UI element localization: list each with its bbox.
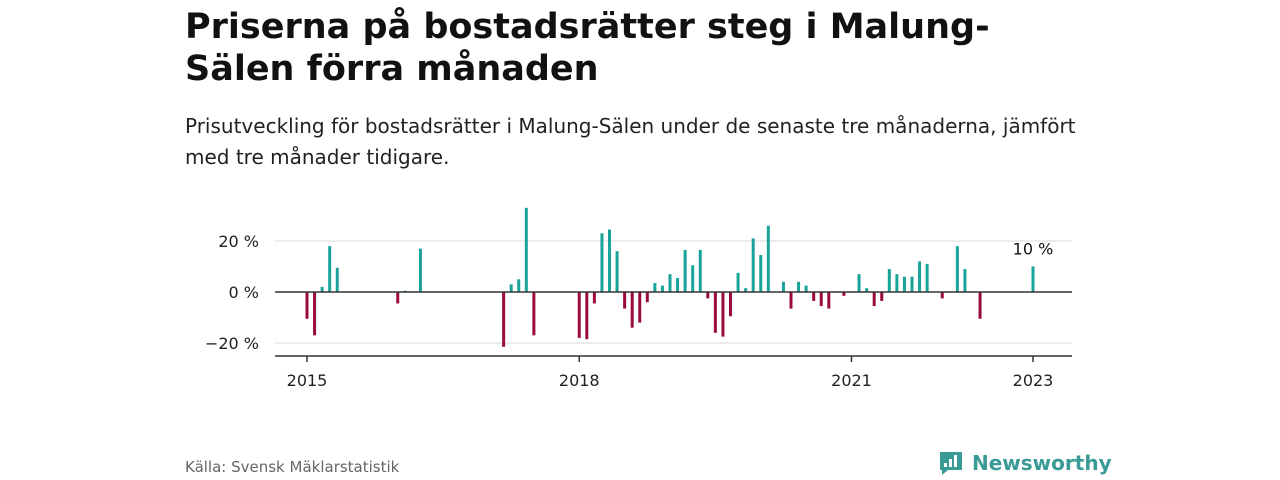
bar [592, 292, 596, 304]
x-tick-label: 2021 [831, 371, 872, 390]
bar [887, 269, 891, 292]
bar [1031, 266, 1035, 292]
bar [532, 292, 536, 336]
bar [759, 255, 763, 292]
y-axis-ticks: 20 % 0 % −20 % [205, 232, 259, 353]
bar [509, 284, 513, 292]
bar [842, 292, 846, 296]
last-value-label: 10 % [1013, 240, 1054, 259]
bar [721, 292, 725, 337]
bar [517, 279, 521, 292]
bar [706, 292, 710, 299]
bar [880, 292, 884, 301]
bar [902, 276, 906, 292]
brand-name: Newsworthy [972, 451, 1112, 475]
axes [275, 291, 1072, 357]
chart-title: Priserna på bostadsrätter steg i Malung-… [185, 7, 990, 89]
bar [918, 261, 922, 292]
bar [313, 292, 317, 336]
bar [766, 225, 770, 292]
y-tick-label: −20 % [205, 334, 259, 353]
bar [940, 292, 944, 299]
bar [978, 292, 982, 319]
x-axis-ticks: 2015 2018 2021 2023 [287, 356, 1054, 390]
bar [963, 269, 967, 292]
bar [335, 267, 339, 292]
bar [676, 277, 680, 292]
bar [623, 292, 627, 309]
bar [729, 292, 732, 317]
bar [865, 288, 869, 292]
brand-logo: Newsworthy [937, 449, 1112, 477]
bar [683, 249, 687, 292]
bar [630, 292, 634, 328]
bar [804, 285, 808, 293]
bar [736, 272, 740, 293]
bar [789, 292, 793, 309]
annotations: 10 % [1013, 240, 1054, 259]
newsworthy-logo-icon [940, 452, 962, 475]
bar [713, 292, 717, 333]
y-tick-label: 0 % [229, 283, 259, 302]
bar [691, 265, 695, 292]
bar [751, 238, 755, 292]
bar [698, 249, 702, 292]
bar [668, 274, 672, 292]
bar [524, 207, 528, 292]
bar [925, 263, 929, 292]
bar [797, 281, 801, 292]
bar [608, 229, 611, 292]
bar [577, 292, 581, 338]
bar [328, 246, 332, 292]
bars [305, 207, 1035, 347]
source-note: Källa: Svensk Mäklarstatistik [185, 458, 400, 476]
bar-chart: 20 % 0 % −20 % 2015 2018 2021 2023 10 % [205, 207, 1072, 390]
bar [502, 292, 506, 347]
bar [827, 292, 831, 309]
x-tick-label: 2015 [287, 371, 328, 390]
bar [781, 281, 785, 292]
bar [418, 248, 422, 292]
bar [955, 246, 959, 292]
bar [585, 292, 589, 340]
y-tick-label: 20 % [218, 232, 259, 251]
bar [305, 292, 309, 319]
x-tick-label: 2023 [1013, 371, 1054, 390]
x-tick-label: 2018 [559, 371, 600, 390]
bar [857, 274, 861, 292]
grid-lines [275, 240, 1072, 344]
bar [910, 276, 914, 292]
bar [615, 251, 619, 292]
bar [396, 292, 400, 304]
bar [812, 292, 816, 301]
bar [744, 288, 748, 292]
bar [872, 292, 876, 307]
bar [819, 292, 823, 307]
bar [653, 283, 657, 292]
bar [320, 286, 324, 292]
bar [600, 233, 604, 292]
bar [645, 292, 649, 303]
bar [638, 292, 642, 323]
bar [660, 285, 664, 293]
chart-subtitle: Prisutveckling för bostadsrätter i Malun… [185, 114, 1076, 169]
bar [895, 274, 899, 292]
